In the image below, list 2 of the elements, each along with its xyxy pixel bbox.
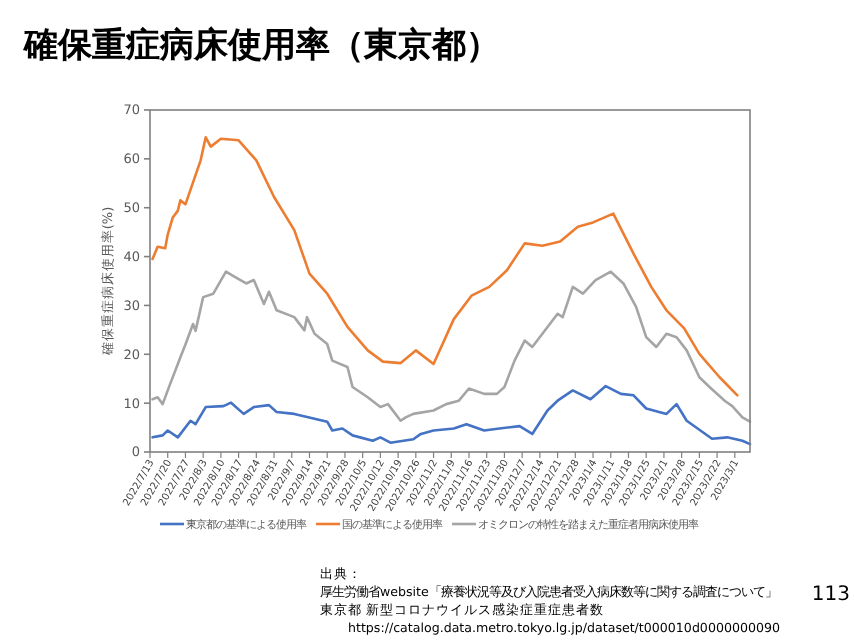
chart-title: 確保重症病床使用率（東京都） [22, 26, 500, 66]
text: 113 [811, 584, 850, 606]
